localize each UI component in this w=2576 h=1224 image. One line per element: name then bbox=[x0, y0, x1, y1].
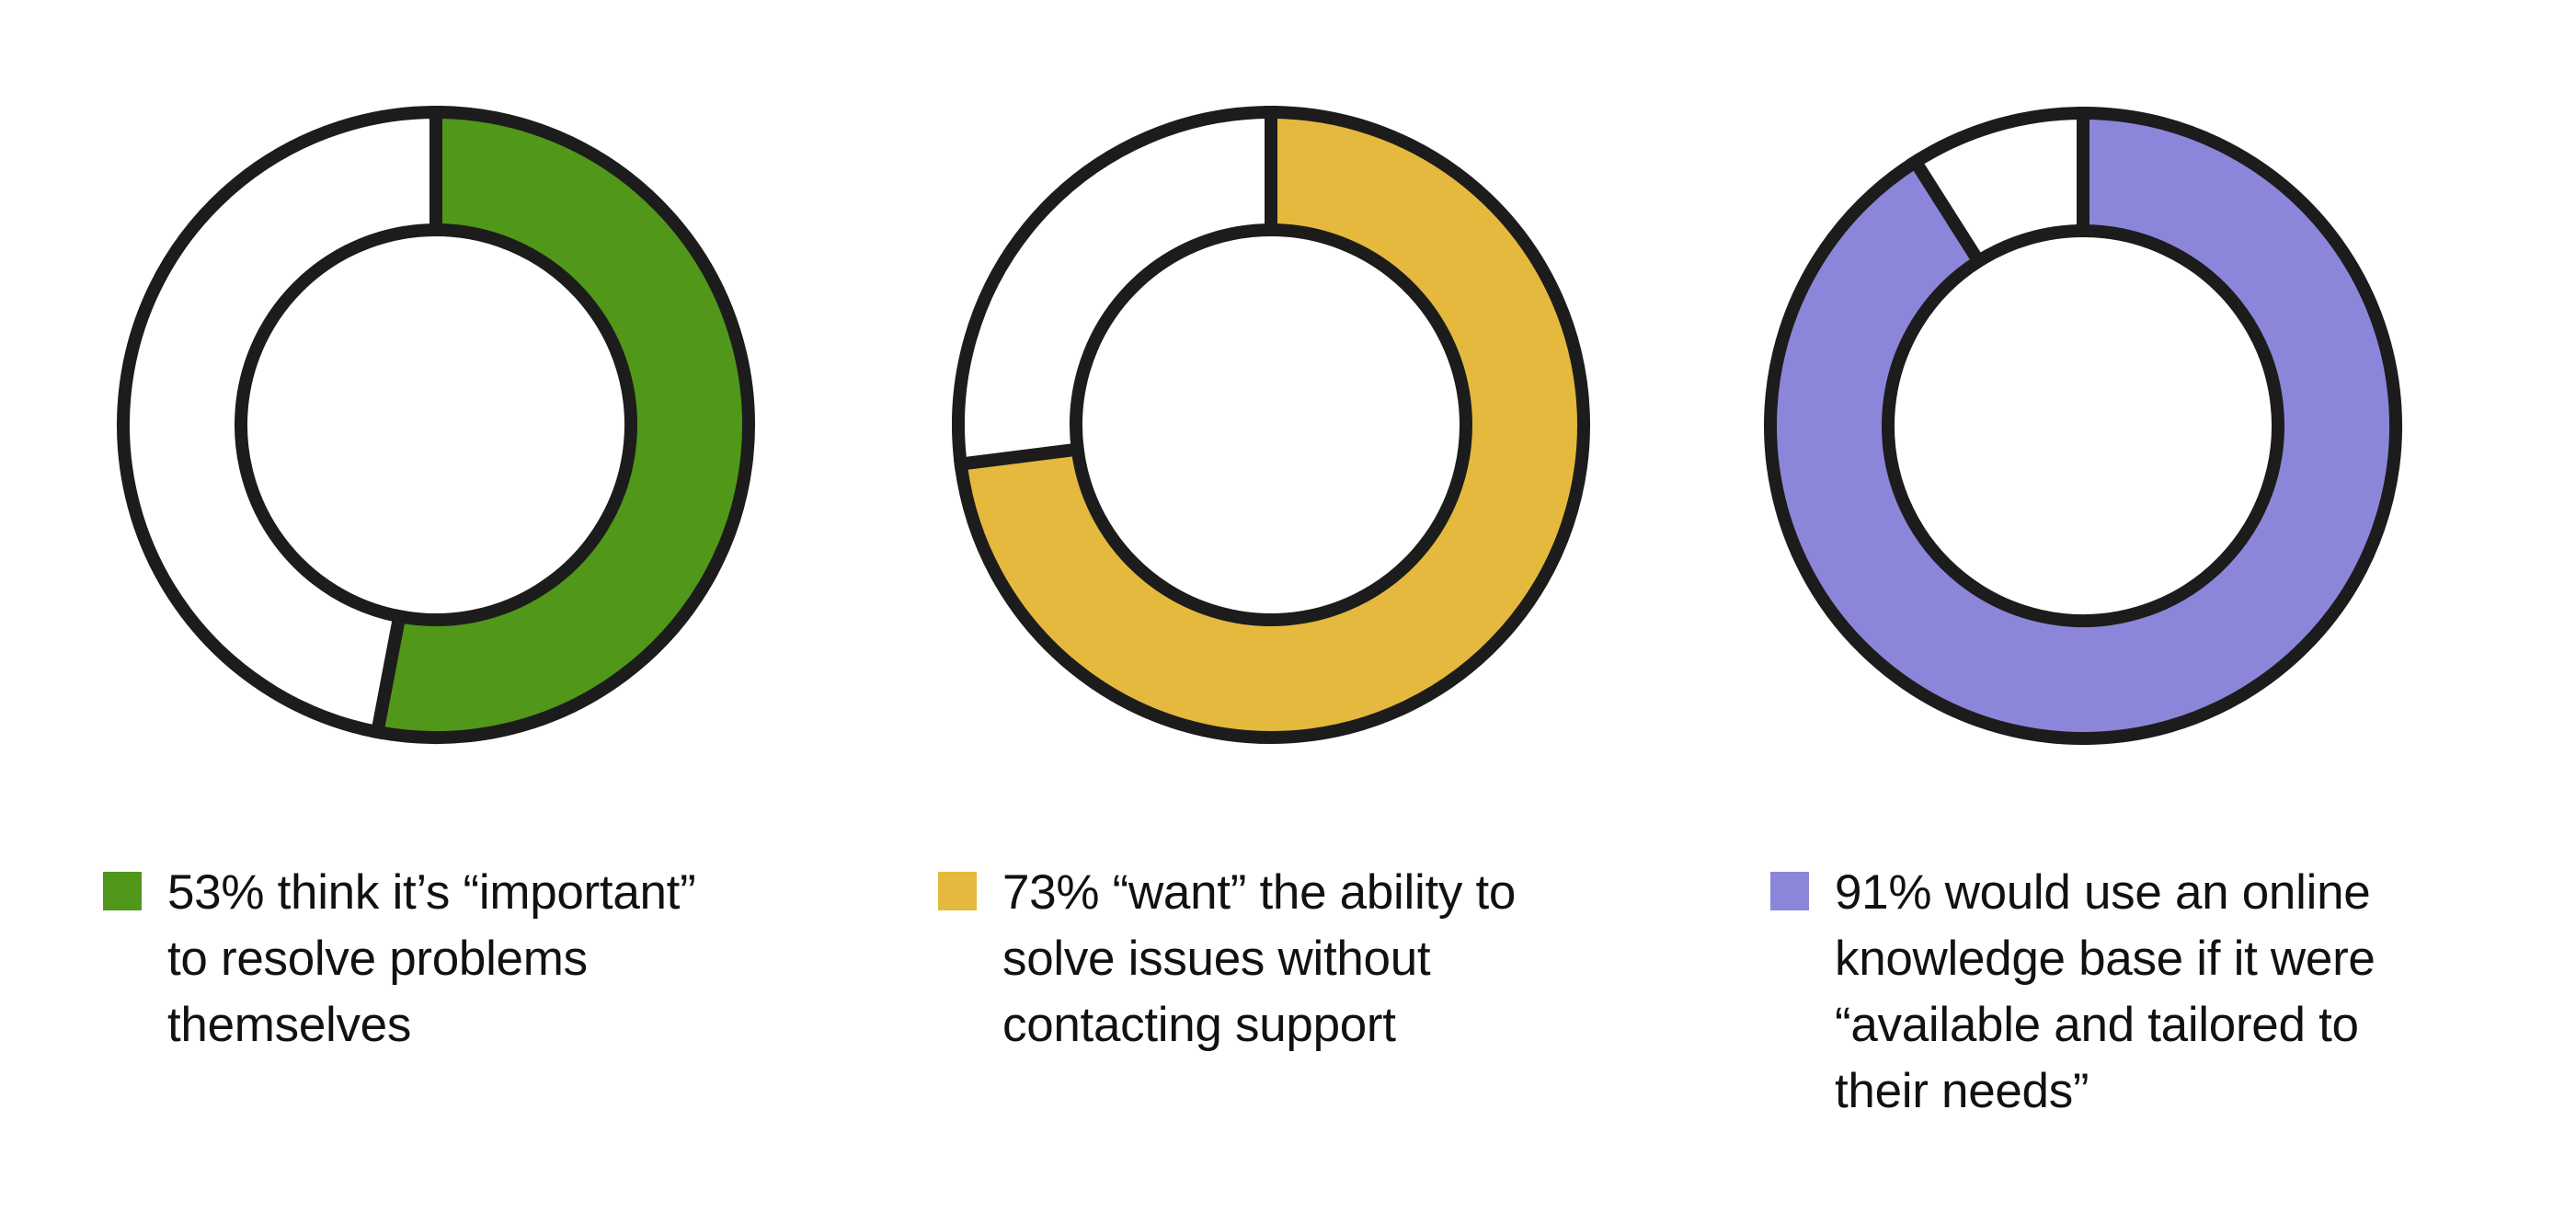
legend-text: 91% would use an online knowledge base i… bbox=[1835, 860, 2376, 1125]
donut-segment-remainder bbox=[1906, 106, 2089, 270]
legend-line: their needs” bbox=[1835, 1064, 2089, 1118]
legend-item-important: 53% think it’s “important” to resolve pr… bbox=[103, 860, 696, 1058]
legend-line: to resolve problems bbox=[167, 932, 588, 986]
donut-segment-remainder bbox=[952, 105, 1277, 472]
legend-swatch-purple bbox=[1770, 872, 1809, 910]
donut-chart-want-ability bbox=[952, 105, 1590, 744]
legend-line: 91% would use an online bbox=[1835, 865, 2371, 920]
donut-segment-value bbox=[1764, 106, 2402, 745]
legend-line: 53% think it’s “important” bbox=[167, 865, 696, 920]
legend-swatch-green bbox=[103, 872, 142, 910]
donut-chart-knowledge-base bbox=[1764, 106, 2402, 745]
legend-line: contacting support bbox=[1002, 998, 1396, 1052]
donut-chart-important bbox=[117, 105, 755, 744]
donut-charts bbox=[117, 105, 2402, 745]
donut-segment-value bbox=[370, 105, 755, 744]
donut-segment-value bbox=[953, 105, 1590, 744]
legend-text: 73% “want” the ability to solve issues w… bbox=[1002, 860, 1516, 1058]
legend-line: themselves bbox=[167, 998, 412, 1052]
donut-segment-remainder bbox=[117, 105, 442, 740]
legend-line: knowledge base if it were bbox=[1835, 932, 2376, 986]
legend-text: 53% think it’s “important” to resolve pr… bbox=[167, 860, 696, 1058]
legend-swatch-yellow bbox=[938, 872, 977, 910]
legend-line: solve issues without bbox=[1002, 932, 1431, 986]
legend-line: 73% “want” the ability to bbox=[1002, 865, 1517, 920]
legend-item-want-ability: 73% “want” the ability to solve issues w… bbox=[938, 860, 1516, 1058]
legend-item-knowledge-base: 91% would use an online knowledge base i… bbox=[1770, 860, 2376, 1125]
legend-line: “available and tailored to bbox=[1835, 998, 2359, 1052]
